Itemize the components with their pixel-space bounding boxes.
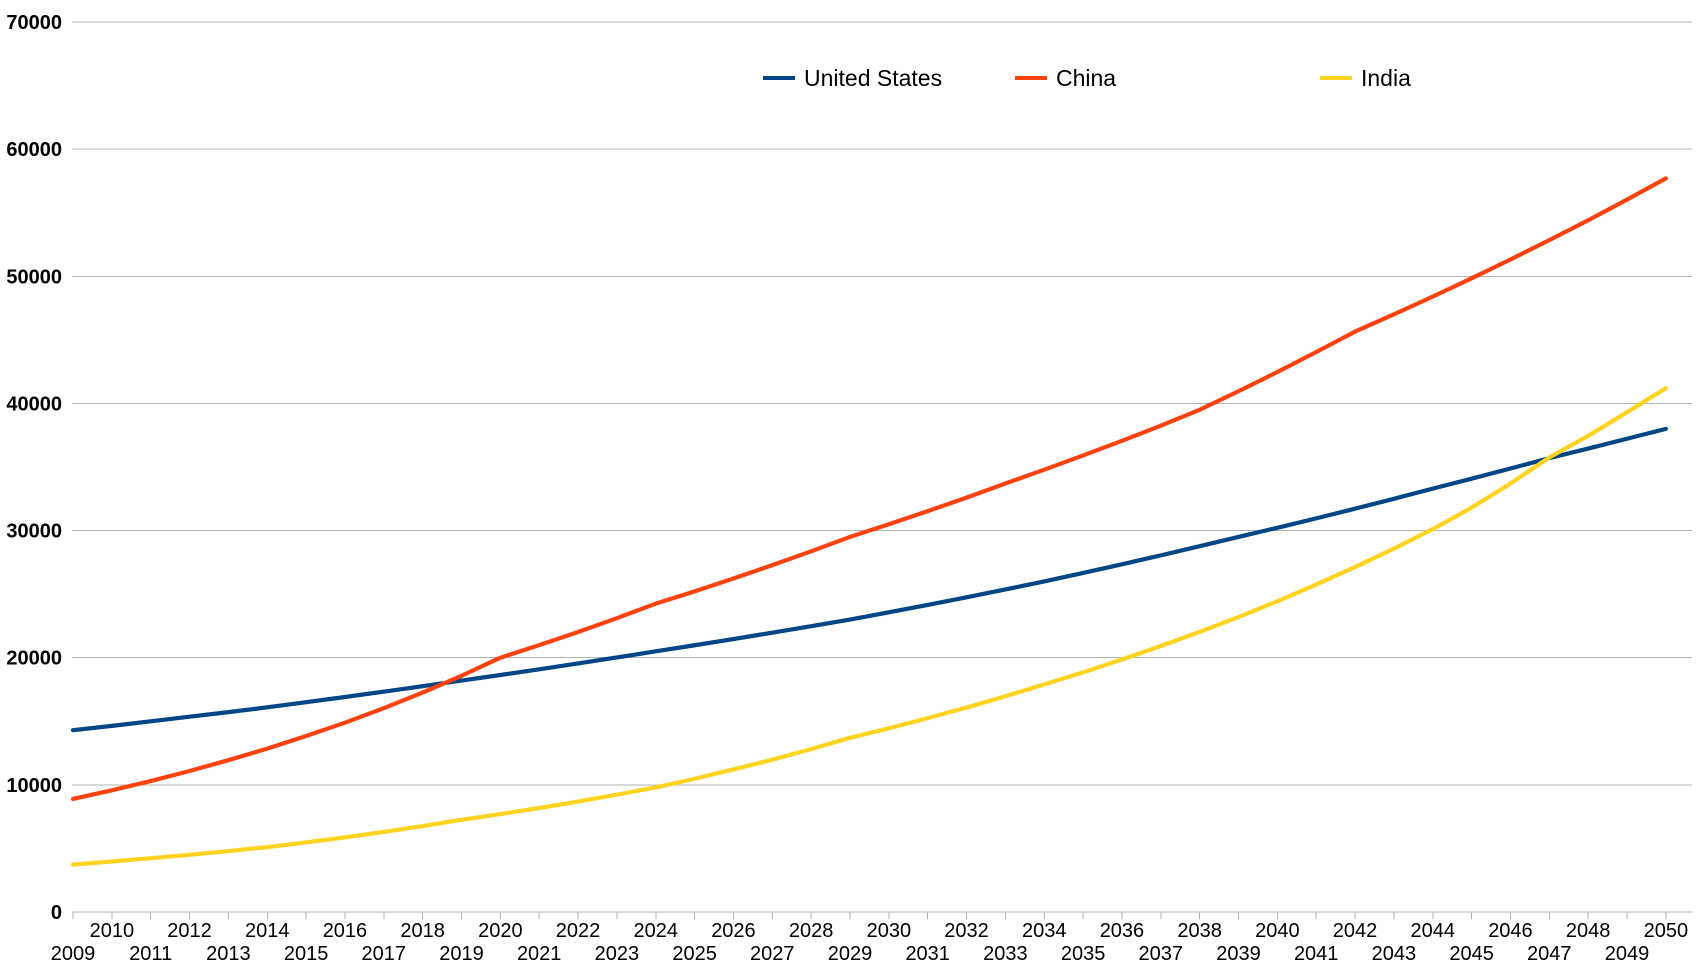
- y-axis-tick-label: 20000: [6, 648, 62, 670]
- x-axis-tick-label: 2020: [478, 920, 523, 942]
- x-axis-tick-label: 2044: [1411, 920, 1456, 942]
- x-axis-tick-label: 2037: [1139, 943, 1184, 965]
- x-axis-tick-label: 2028: [789, 920, 834, 942]
- chart-legend: United States China India: [0, 63, 1700, 93]
- x-axis-tick-label: 2012: [167, 920, 212, 942]
- y-axis-tick-label: 0: [51, 902, 62, 924]
- x-axis-tick-label: 2010: [90, 920, 135, 942]
- x-axis-tick-label: 2046: [1488, 920, 1533, 942]
- x-axis-tick-label: 2009: [51, 943, 96, 965]
- x-axis-tick-label: 2015: [284, 943, 329, 965]
- y-axis-tick-label: 40000: [6, 393, 62, 415]
- x-axis-tick-label: 2047: [1527, 943, 1572, 965]
- x-axis-tick-label: 2024: [634, 920, 679, 942]
- legend-label-united-states: United States: [804, 64, 943, 91]
- legend-line-swatch-india: [1320, 76, 1352, 80]
- x-axis-tick-label: 2018: [400, 920, 445, 942]
- x-axis-tick-label: 2013: [206, 943, 251, 965]
- x-axis-tick-label: 2039: [1216, 943, 1261, 965]
- x-axis-tick-label: 2032: [944, 920, 989, 942]
- x-axis-tick-label: 2016: [323, 920, 368, 942]
- y-axis-tick-label: 30000: [6, 521, 62, 543]
- series-line-india: [70, 386, 1668, 867]
- x-axis-tick-label: 2042: [1333, 920, 1378, 942]
- x-axis-tick-label: 2030: [867, 920, 912, 942]
- y-axis-tick-label: 60000: [6, 139, 62, 161]
- x-axis-tick-label: 2014: [245, 920, 290, 942]
- x-axis-tick-label: 2027: [750, 943, 795, 965]
- x-axis-tick-label: 2021: [517, 943, 562, 965]
- x-axis-tick-label: 2025: [672, 943, 717, 965]
- x-axis-tick-label: 2041: [1294, 943, 1339, 965]
- x-axis-tick-label: 2035: [1061, 943, 1106, 965]
- y-axis-tick-label: 50000: [6, 266, 62, 288]
- x-axis-tick-label: 2026: [711, 920, 756, 942]
- x-axis-tick-label: 2017: [362, 943, 407, 965]
- x-axis-tick-label: 2043: [1372, 943, 1417, 965]
- x-axis-tick-label: 2011: [129, 943, 172, 965]
- x-axis-tick-label: 2033: [983, 943, 1028, 965]
- legend-item-china: China: [1015, 63, 1116, 93]
- x-axis-tick-label: 2036: [1100, 920, 1145, 942]
- legend-line-swatch-china: [1015, 76, 1047, 80]
- legend-label-india: India: [1361, 64, 1411, 91]
- x-axis-tick-label: 2023: [595, 943, 640, 965]
- series-line-china: [70, 176, 1668, 802]
- x-axis-tick-label: 2038: [1177, 920, 1222, 942]
- x-axis-tick-label: 2050: [1644, 920, 1689, 942]
- x-axis-tick-label: 2040: [1255, 920, 1300, 942]
- legend-item-united-states: United States: [763, 63, 942, 93]
- x-axis-tick-label: 2048: [1566, 920, 1611, 942]
- series-line-united-states: [70, 426, 1668, 733]
- x-axis-tick-label: 2034: [1022, 920, 1067, 942]
- legend-line-swatch-united-states: [763, 76, 795, 80]
- x-axis-tick-label: 2045: [1449, 943, 1494, 965]
- x-axis-tick-label: 2049: [1605, 943, 1650, 965]
- x-axis-tick-label: 2029: [828, 943, 873, 965]
- legend-item-india: India: [1320, 63, 1411, 93]
- x-axis-tick-label: 2019: [439, 943, 484, 965]
- y-axis-tick-label: 10000: [6, 775, 62, 797]
- x-axis-tick-label: 2022: [556, 920, 601, 942]
- x-axis-tick-label: 2031: [905, 943, 950, 965]
- legend-label-china: China: [1056, 64, 1117, 91]
- y-axis-tick-label: 70000: [6, 12, 62, 34]
